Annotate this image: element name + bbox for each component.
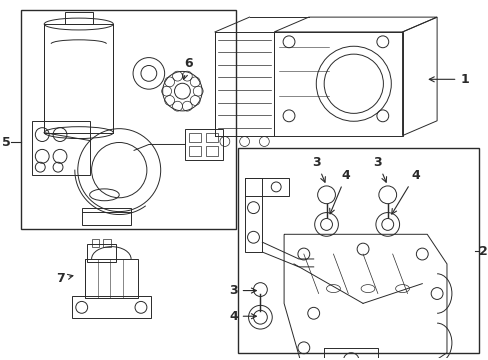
Bar [20,10,235,229]
Text: 3: 3 [312,156,325,182]
Bar [86,244,116,262]
Text: 3: 3 [228,284,256,297]
Bar [215,32,274,136]
Bar [323,348,377,360]
Bar [44,24,113,132]
Bar [244,178,262,252]
Text: 7: 7 [56,272,73,285]
Text: 5: 5 [2,136,11,149]
Bar [91,239,99,247]
Text: 6: 6 [182,57,192,80]
Bar [274,32,402,136]
Bar [205,132,218,143]
Bar [205,147,218,156]
Bar [81,208,131,225]
Bar [185,129,223,160]
Bar [72,297,150,318]
Bar [189,132,201,143]
Bar [84,259,138,298]
Bar [65,12,92,24]
Bar [103,239,111,247]
Text: 2: 2 [478,244,487,257]
Bar [244,178,288,196]
Text: 4: 4 [391,168,419,214]
Bar [32,121,89,175]
Text: 3: 3 [373,156,386,182]
Text: 1: 1 [428,73,468,86]
Bar [237,148,478,353]
Text: 4: 4 [329,168,350,214]
Bar [189,147,201,156]
Text: 4: 4 [228,310,256,323]
